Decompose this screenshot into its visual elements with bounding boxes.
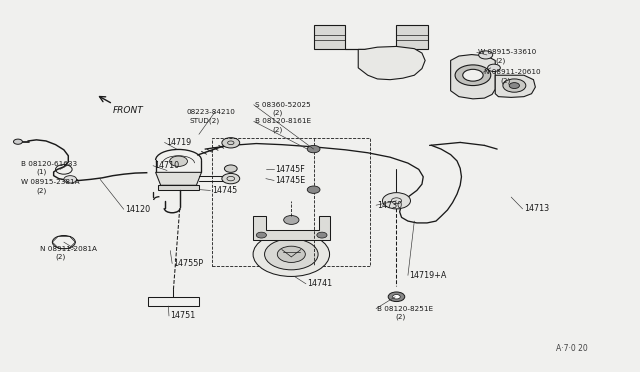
Text: B 08120-8251E: B 08120-8251E (378, 305, 433, 312)
Circle shape (225, 165, 237, 172)
Text: 14719+A: 14719+A (409, 271, 447, 280)
Circle shape (13, 139, 22, 144)
Circle shape (488, 64, 500, 71)
Polygon shape (358, 46, 425, 80)
Text: 14745F: 14745F (275, 165, 305, 174)
Text: (2): (2) (495, 57, 506, 64)
Polygon shape (158, 185, 199, 190)
Text: 14730: 14730 (378, 201, 403, 210)
Text: 14745E: 14745E (275, 176, 306, 185)
Text: 14120: 14120 (125, 205, 151, 215)
Circle shape (463, 69, 483, 81)
Circle shape (307, 186, 320, 193)
Circle shape (64, 176, 77, 183)
Polygon shape (156, 172, 202, 185)
Text: (2): (2) (36, 187, 47, 194)
Text: N 08911-20610: N 08911-20610 (484, 69, 541, 75)
Text: (2): (2) (272, 126, 282, 133)
Circle shape (383, 193, 410, 209)
Text: (1): (1) (36, 169, 47, 175)
Circle shape (388, 292, 404, 302)
Circle shape (277, 246, 305, 262)
Text: FRONT: FRONT (113, 106, 143, 115)
Polygon shape (314, 25, 428, 49)
Circle shape (253, 232, 330, 276)
Polygon shape (495, 75, 536, 97)
Text: W 08915-33610: W 08915-33610 (478, 49, 536, 55)
Text: A·7·0 20: A·7·0 20 (556, 344, 588, 353)
Circle shape (317, 232, 327, 238)
Circle shape (264, 239, 318, 270)
Text: (2): (2) (395, 314, 406, 320)
Text: N 08911-2081A: N 08911-2081A (40, 246, 97, 252)
Text: 14710: 14710 (154, 161, 179, 170)
Text: B 08120-61633: B 08120-61633 (20, 161, 77, 167)
Text: 14751: 14751 (170, 311, 195, 320)
Circle shape (455, 65, 491, 86)
Text: S 08360-52025: S 08360-52025 (255, 102, 311, 108)
Text: 14741: 14741 (307, 279, 332, 288)
Circle shape (256, 232, 266, 238)
Text: B 08120-8161E: B 08120-8161E (255, 118, 311, 124)
Text: 14719: 14719 (166, 138, 191, 147)
Text: (2): (2) (500, 77, 511, 84)
Text: (2): (2) (272, 110, 282, 116)
Polygon shape (451, 55, 495, 99)
Text: 14755P: 14755P (173, 259, 204, 268)
Circle shape (222, 173, 240, 184)
Circle shape (170, 156, 188, 166)
Circle shape (509, 83, 520, 89)
Text: STUD(2): STUD(2) (189, 117, 220, 124)
Circle shape (222, 138, 240, 148)
Text: 14713: 14713 (524, 204, 549, 214)
Circle shape (479, 51, 493, 59)
Text: 08223-84210: 08223-84210 (186, 109, 235, 115)
Text: (2): (2) (56, 254, 66, 260)
Circle shape (307, 145, 320, 153)
Circle shape (393, 295, 400, 299)
Polygon shape (253, 216, 330, 240)
Circle shape (284, 215, 299, 224)
Text: W 08915-2381A: W 08915-2381A (20, 179, 79, 185)
Text: 14745: 14745 (212, 186, 237, 195)
Circle shape (503, 79, 526, 92)
